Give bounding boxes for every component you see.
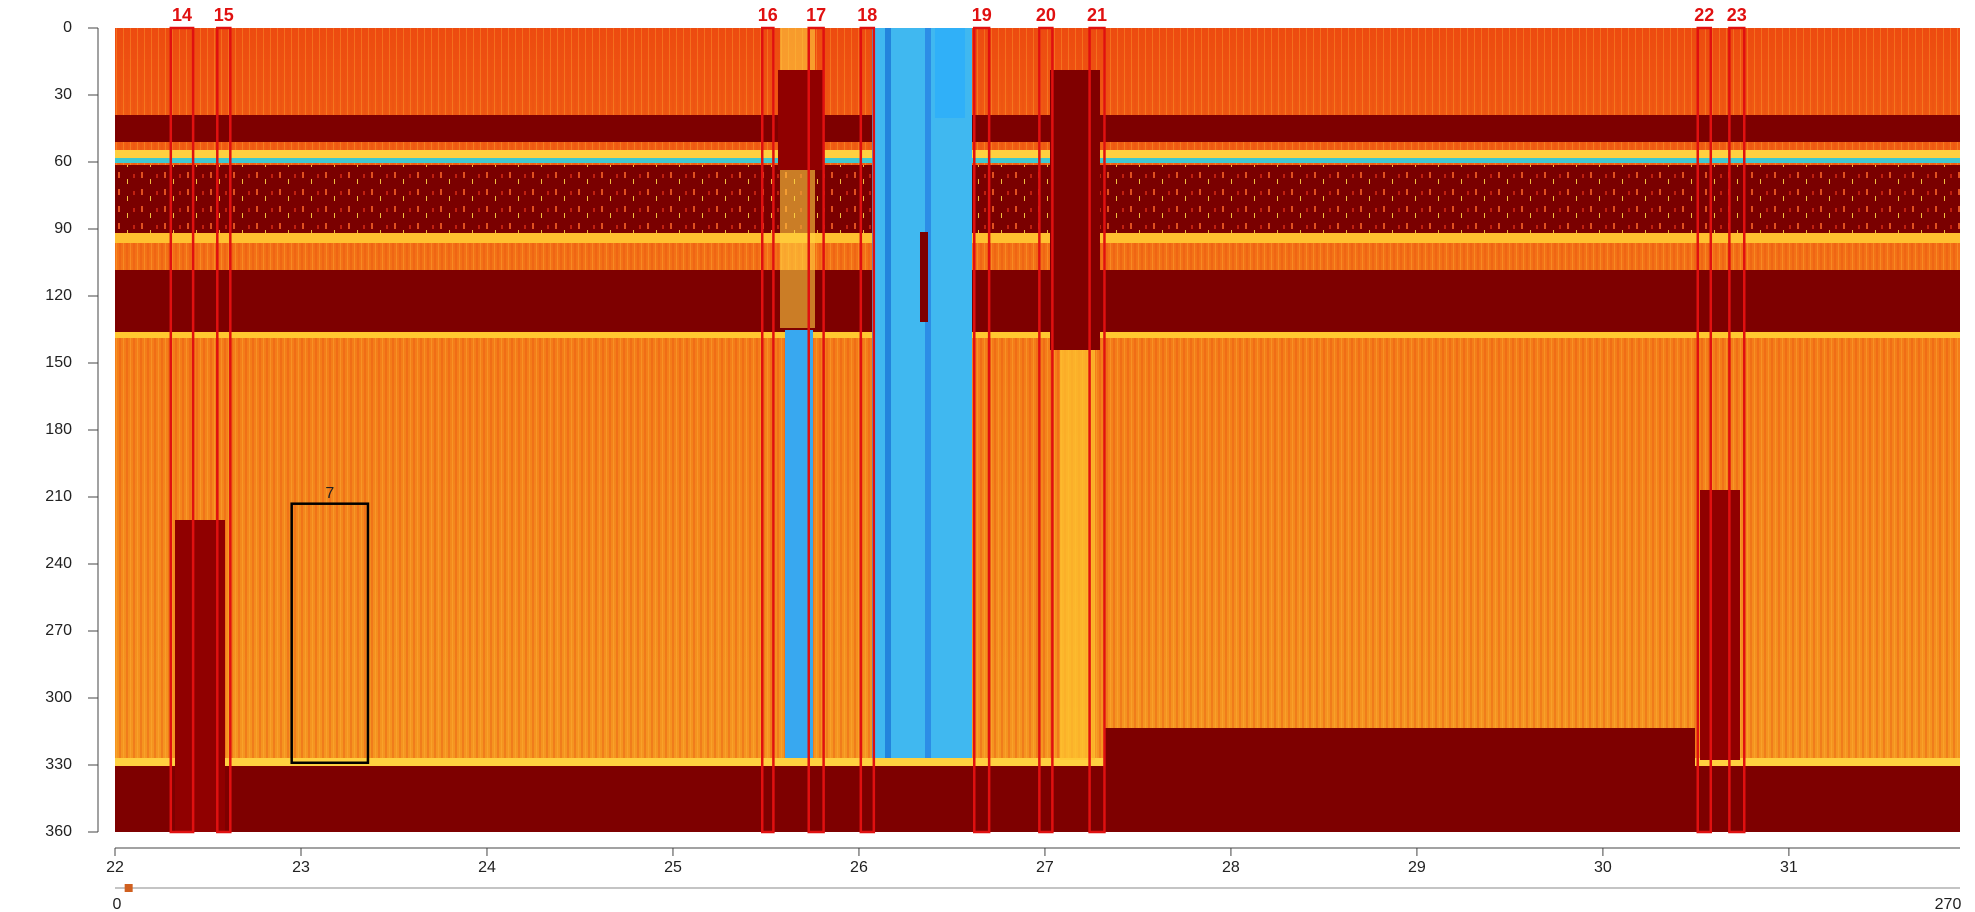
marker-label: 22: [1694, 5, 1714, 25]
x-tick-label: 24: [478, 859, 496, 876]
x-tick-label: 26: [850, 859, 868, 876]
y-tick-label: 30: [54, 86, 72, 103]
marker: [1088, 26, 1106, 834]
y-tick-label: 150: [45, 354, 72, 371]
y-tick-label: 240: [45, 555, 72, 572]
y-tick-label: 180: [45, 421, 72, 438]
y-tick-label: 60: [54, 153, 72, 170]
x-tick-label: 30: [1594, 859, 1612, 876]
y-tick-label: 120: [45, 287, 72, 304]
marker-label: 17: [806, 5, 826, 25]
x-tick-label: 23: [292, 859, 310, 876]
marker: [973, 26, 991, 834]
marker: [1728, 26, 1746, 834]
x-tick-label: 28: [1222, 859, 1240, 876]
y-tick-label: 330: [45, 756, 72, 773]
x-tick-label: 22: [106, 859, 124, 876]
heatmap-image: [115, 28, 1960, 832]
marker: [807, 26, 825, 834]
x-tick-label: 31: [1780, 859, 1798, 876]
marker: [1038, 26, 1054, 834]
slider-min: 0: [113, 896, 122, 912]
marker-label: 19: [972, 5, 992, 25]
y-tick-label: 270: [45, 622, 72, 639]
box-label: 7: [325, 485, 334, 502]
x-tick-label: 25: [664, 859, 682, 876]
x-tick-label: 29: [1408, 859, 1426, 876]
marker-label: 15: [214, 5, 234, 25]
marker: [1696, 26, 1713, 834]
marker-label: 20: [1036, 5, 1056, 25]
marker: [760, 26, 775, 834]
y-tick-label: 90: [54, 220, 72, 237]
y-tick-label: 210: [45, 488, 72, 505]
marker-label: 23: [1727, 5, 1747, 25]
marker-label: 14: [172, 5, 192, 25]
slider-max: 270: [1935, 896, 1962, 912]
marker-label: 18: [857, 5, 877, 25]
marker-label: 16: [758, 5, 778, 25]
marker-label: 21: [1087, 5, 1107, 25]
x-tick-label: 27: [1036, 859, 1054, 876]
y-tick-label: 0: [63, 19, 72, 36]
y-tick-label: 300: [45, 689, 72, 706]
marker: [859, 26, 876, 834]
selection-box: [290, 502, 370, 765]
marker: [169, 26, 195, 834]
y-tick-label: 360: [45, 823, 72, 840]
marker: [216, 26, 232, 834]
slider-thumb[interactable]: [124, 884, 133, 892]
